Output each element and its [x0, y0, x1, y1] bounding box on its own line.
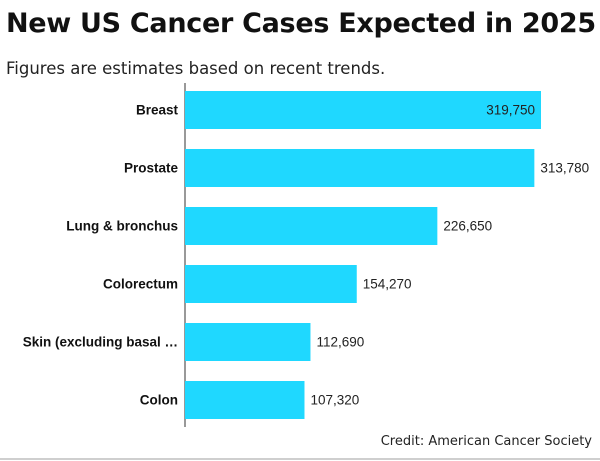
value-label-5: 107,320	[310, 393, 359, 408]
value-label-0: 319,750	[486, 103, 535, 118]
chart-subtitle: Figures are estimates based on recent tr…	[6, 59, 386, 78]
chart-title: New US Cancer Cases Expected in 2025	[6, 8, 596, 39]
bar-0	[185, 91, 541, 129]
bar-1	[185, 149, 535, 187]
category-label-1: Prostate	[124, 161, 179, 176]
category-label-2: Lung & bronchus	[66, 219, 178, 234]
bar-4	[185, 323, 311, 361]
category-label-4: Skin (excluding basal …	[23, 335, 178, 350]
bar-2	[185, 207, 438, 245]
bar-3	[185, 265, 357, 303]
bottom-divider	[0, 458, 600, 460]
value-label-2: 226,650	[443, 219, 492, 234]
category-label-3: Colorectum	[103, 277, 178, 292]
bars-group: Breast 319,750 Prostate 313,780 Lung & bronc…	[23, 91, 589, 419]
value-label-1: 313,780	[540, 161, 589, 176]
value-label-4: 112,690	[316, 335, 364, 350]
value-label-3: 154,270	[363, 277, 412, 292]
category-label-0: Breast	[136, 103, 179, 118]
credit-text: Credit: American Cancer Society	[380, 434, 592, 449]
bar-5	[185, 381, 305, 419]
category-label-5: Colon	[140, 393, 178, 408]
